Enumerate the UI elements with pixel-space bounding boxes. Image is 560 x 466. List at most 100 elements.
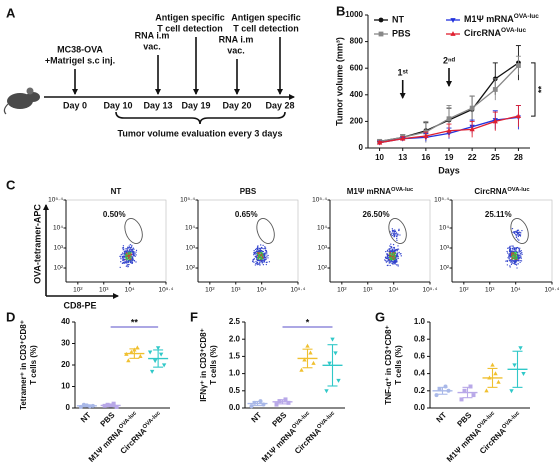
legend-label-text: M1Ψ mRNA	[464, 14, 514, 24]
event-dot	[515, 250, 517, 252]
y-tick-label: 1.0	[229, 369, 241, 378]
x-tick-label-sup: OVA-luc	[142, 410, 163, 431]
annotation: 2ⁿᵈ	[443, 55, 456, 65]
event-dot	[264, 249, 267, 251]
y-tick-label: 0.6	[414, 352, 426, 361]
data-point	[512, 363, 517, 368]
y-tick-label: 10³	[186, 245, 196, 252]
event-dot	[264, 246, 266, 248]
data-point	[469, 105, 475, 111]
event-dot	[257, 258, 259, 260]
event-dot	[253, 250, 255, 252]
event-dot	[387, 264, 389, 266]
event-dot	[395, 257, 397, 260]
event-dot	[259, 249, 261, 251]
event-dot	[393, 262, 396, 264]
event-dot	[256, 258, 258, 260]
event-dot	[122, 259, 125, 261]
event-dot	[516, 255, 519, 257]
event-dot	[260, 261, 262, 263]
event-dot	[393, 260, 395, 262]
event-dot	[131, 258, 133, 260]
event-dot	[260, 244, 262, 246]
x-tick-label: 10⁵·⁴	[291, 287, 306, 294]
y-tick-label: 10⁵·⁴	[180, 197, 195, 204]
event-dot	[126, 255, 128, 258]
event-dot	[398, 251, 400, 254]
event-dot	[394, 260, 397, 262]
event-dot	[384, 259, 386, 261]
event-label: Antigen specific	[231, 12, 301, 22]
event-dot	[506, 252, 509, 254]
data-point	[147, 350, 153, 355]
event-dot	[388, 262, 390, 264]
event-dot	[261, 253, 263, 255]
event-dot	[520, 252, 522, 255]
event-dot	[512, 250, 514, 253]
data-point	[423, 133, 429, 138]
event-dot	[520, 256, 522, 258]
event-dot	[394, 263, 396, 265]
panel-label: G	[375, 309, 385, 324]
event-dot	[514, 232, 516, 234]
event-dot	[515, 230, 517, 233]
event-dot	[264, 247, 266, 250]
y-tick-label: 10⁴	[317, 225, 327, 232]
event-dot	[505, 260, 507, 262]
x-tick-label-text: CircRNA	[293, 426, 323, 456]
event-dot	[127, 247, 129, 249]
event-dot	[516, 238, 519, 240]
y-tick-label: 10⁵·⁴	[312, 197, 327, 204]
event-dot	[507, 257, 509, 259]
event-dot	[267, 257, 269, 259]
event-dot	[397, 255, 399, 257]
significance-label: **	[536, 85, 546, 93]
x-tick-label: 10⁴	[125, 287, 135, 294]
event-dot	[516, 256, 518, 259]
event-dot	[259, 247, 261, 250]
event-dot	[512, 260, 515, 262]
event-dot	[131, 255, 133, 258]
event-dot	[394, 252, 397, 254]
event-dot	[132, 247, 135, 249]
event-dot	[263, 259, 266, 261]
event-dot	[397, 265, 399, 267]
event-dot	[385, 250, 387, 253]
gate-label: 26.50%	[362, 210, 389, 219]
event-dot	[508, 257, 510, 259]
event-dot	[126, 248, 128, 250]
gate-label: 0.50%	[103, 210, 126, 219]
event-dot	[393, 247, 395, 250]
y-tick-label: 0.4	[414, 369, 426, 378]
event-dot	[265, 258, 267, 260]
y-tick-label: 2.0	[229, 334, 241, 343]
y-tick-label: 0.8	[414, 334, 426, 343]
annotation: 1ˢᵗ	[398, 67, 408, 77]
event-dot	[253, 257, 255, 260]
y-tick-label: 200	[350, 117, 364, 126]
event-dot	[515, 248, 518, 250]
event-dot	[258, 254, 260, 256]
plot-title-text: M1Ψ mRNA	[347, 187, 391, 196]
event-dot	[131, 246, 133, 248]
event-dot	[391, 249, 394, 251]
event-dot	[394, 249, 397, 252]
event-dot	[131, 260, 134, 262]
event-dot	[389, 261, 391, 263]
event-dot	[511, 252, 514, 254]
event-dot	[125, 262, 128, 264]
event-dot	[260, 247, 263, 249]
event-dot	[255, 255, 257, 258]
brace-label: Tumor volume evaluation every 3 days	[118, 128, 283, 138]
y-tick-label: 10²	[54, 265, 64, 272]
y-tick-label: 10⁴	[53, 225, 63, 232]
event-dot	[128, 259, 130, 261]
event-dot	[396, 258, 398, 261]
event-dot	[511, 259, 513, 261]
data-point	[311, 360, 316, 365]
gate	[124, 218, 143, 244]
y-tick-label: 10²	[186, 265, 196, 272]
event-dot	[518, 248, 520, 251]
event-dot	[395, 264, 398, 266]
